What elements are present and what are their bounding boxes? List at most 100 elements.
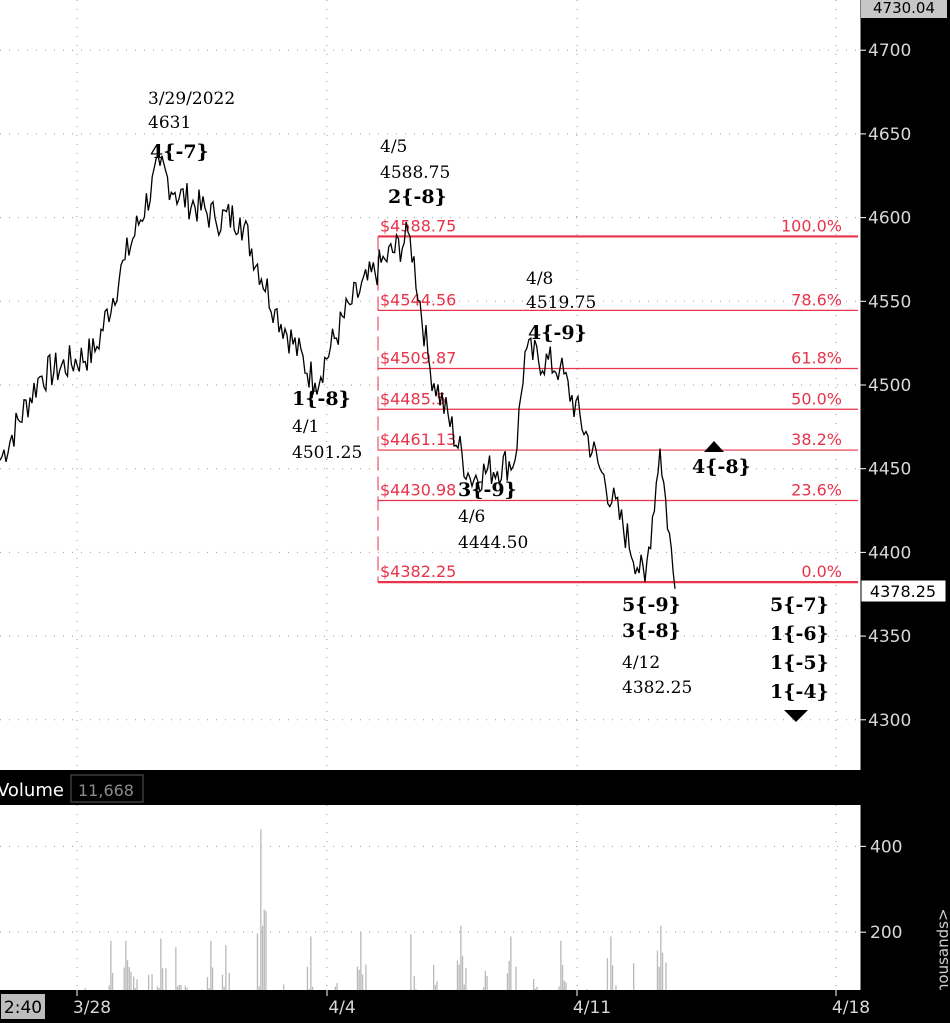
volume-bar	[160, 938, 162, 1018]
fib-percent-label: 23.6%	[791, 481, 842, 500]
swing-price-label: 4588.75	[380, 163, 450, 183]
volume-bar	[360, 932, 362, 1018]
volume-bar	[225, 945, 227, 1018]
fib-percent-label: 78.6%	[791, 290, 842, 309]
price-tick-label: 4650	[868, 125, 911, 145]
volume-bar	[660, 925, 662, 1018]
volume-value-label: 11,668	[78, 781, 134, 800]
swing-wave-label: 3{-8}	[622, 620, 681, 642]
volume-title: Volume	[0, 780, 64, 801]
top-price-box	[861, 0, 947, 18]
fib-price-label: $4588.75	[380, 216, 456, 235]
swing-wave-label: 4{-7}	[150, 141, 209, 163]
volume-bar	[256, 933, 259, 1018]
price-tick-label: 4600	[868, 209, 911, 229]
time-tick-label: 4/11	[573, 998, 611, 1018]
swing-price-label: 4631	[148, 113, 191, 133]
time-partial-box	[1, 994, 45, 1019]
volume-bar	[456, 960, 459, 1018]
price-plot-background	[0, 0, 860, 770]
fib-price-label: $4430.98	[380, 481, 456, 500]
time-axis-ticks: 3/28 4/4 4/11 4/18	[73, 990, 870, 1018]
swing-wave-label: 3{-9}	[458, 479, 517, 501]
fib-percent-label: 100.0%	[781, 216, 842, 235]
volume-header: Volume 11,668	[0, 770, 950, 805]
volume-bar	[310, 936, 312, 1018]
top-price-label: 4730.04	[873, 0, 935, 17]
volume-bar	[461, 955, 464, 1018]
volume-value-box	[70, 774, 144, 803]
price-tick-label: 4550	[868, 292, 911, 312]
last-price-box	[860, 579, 947, 603]
volume-bar	[510, 936, 512, 1018]
projection-down-wave: 1{-5}	[770, 652, 829, 674]
time-axis: 3/28 4/4 4/11 4/18 2:40	[0, 990, 950, 1023]
price-tick-label: 4450	[868, 460, 911, 480]
price-axis-ticks: 4300 4350 4400 4450 4500 4550 4600 4650 4700	[860, 41, 911, 731]
swing-price-label: 4501.25	[292, 443, 362, 463]
price-axis: 4300 4350 4400 4450 4500 4550 4600 4650 4700 473…	[859, 0, 950, 770]
swing-date-label: 4/5	[380, 137, 407, 157]
swing-date-label: 4/6	[458, 507, 485, 527]
last-price-label: 4378.25	[870, 582, 936, 601]
price-tick-label: 4700	[868, 41, 911, 61]
fib-percent-label: 61.8%	[791, 348, 842, 367]
fib-price-label: $4485.5	[380, 389, 446, 408]
time-tick-label: 3/28	[73, 998, 111, 1018]
fib-price-label: $4509.87	[380, 348, 456, 367]
price-panel: $4588.75 100.0%$4544.56 78.6%$4509.87 61.8%…	[0, 0, 860, 770]
volume-bar	[508, 960, 510, 1018]
swing-date-label: 4/1	[292, 417, 319, 437]
price-axis-background	[860, 0, 950, 770]
projection-up-triangle	[704, 441, 724, 452]
fib-percent-label: 0.0%	[801, 562, 842, 581]
swing-annotations: 3/29/2022 4631 4{-7} 4/1 4501.25 1{-8} 4/5 4588…	[148, 89, 692, 698]
fib-percent-label: 38.2%	[791, 430, 842, 449]
price-tick-label: 4350	[868, 627, 911, 647]
projection-up-wave: 4{-8}	[692, 456, 751, 478]
fib-percent-label: 50.0%	[791, 389, 842, 408]
volume-bar	[125, 940, 127, 1018]
price-tick-label: 4300	[868, 711, 911, 731]
volume-bar	[460, 925, 462, 1018]
time-tick-label: 4/18	[832, 998, 870, 1018]
price-tick-label: 4500	[868, 376, 911, 396]
volume-bar	[610, 936, 612, 1018]
projection-down-triangle	[784, 710, 808, 722]
volume-plot-background	[0, 805, 860, 1018]
projection-down-wave: 1{-4}	[770, 681, 829, 703]
swing-wave-label: 1{-8}	[292, 388, 351, 410]
volume-bar	[560, 940, 562, 1018]
wave-projection: 4{-8} 5{-7} 1{-6} 1{-5} 1{-4}	[692, 441, 829, 722]
volume-axis-background	[860, 805, 950, 1023]
volume-bar	[260, 829, 262, 1018]
fib-price-label: $4382.25	[380, 562, 456, 581]
price-tick-label: 4400	[868, 543, 911, 563]
swing-price-label: 4444.50	[458, 533, 528, 553]
projection-down-wave: 1{-6}	[770, 623, 829, 645]
volume-bar	[110, 940, 112, 1018]
time-tick-label: 4/4	[328, 998, 355, 1018]
swing-wave-label: 5{-9}	[622, 594, 681, 616]
swing-date-label: 4/8	[526, 269, 553, 289]
time-partial-label: 2:40	[4, 998, 42, 1018]
volume-bar	[261, 925, 264, 1018]
volume-bar	[210, 940, 212, 1018]
swing-date-label: 4/12	[622, 653, 660, 673]
volume-bar	[265, 911, 267, 1018]
swing-price-label: 4382.25	[622, 678, 692, 698]
volume-bar	[126, 960, 129, 1018]
swing-price-label: 4519.75	[526, 293, 596, 313]
swing-date-label: 3/29/2022	[148, 89, 235, 109]
volume-bar	[175, 947, 177, 1018]
volume-tick-label: 400	[870, 837, 902, 857]
price-series-line	[0, 153, 676, 589]
swing-wave-label: 2{-8}	[388, 186, 447, 208]
volume-bar	[606, 958, 609, 1018]
fib-price-label: $4461.13	[380, 430, 456, 449]
swing-wave-label: 4{-9}	[528, 322, 587, 344]
projection-down-wave: 5{-7}	[770, 594, 829, 616]
volume-bar	[410, 934, 412, 1018]
volume-bar	[656, 950, 659, 1018]
